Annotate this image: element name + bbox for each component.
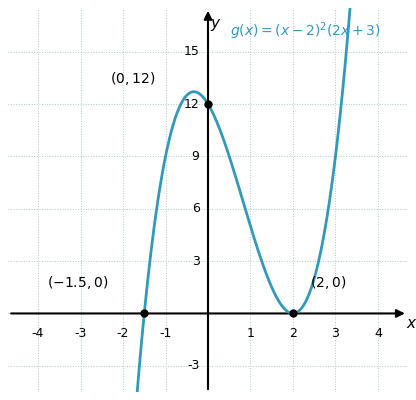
Text: 6: 6 [192,202,200,215]
Text: -1: -1 [159,328,172,340]
Text: $(2, 0)$: $(2, 0)$ [310,274,347,291]
Text: 9: 9 [192,150,200,163]
Text: $x$: $x$ [406,316,416,330]
Text: $(-1.5, 0)$: $(-1.5, 0)$ [47,274,108,291]
Text: -3: -3 [187,359,200,372]
Text: 12: 12 [184,98,200,110]
Text: 15: 15 [183,45,200,58]
Text: -4: -4 [32,328,44,340]
Text: 1: 1 [247,328,255,340]
Text: -3: -3 [74,328,87,340]
Text: 3: 3 [332,328,339,340]
Text: -2: -2 [117,328,129,340]
Text: 4: 4 [374,328,382,340]
Text: 3: 3 [192,254,200,268]
Text: $y$: $y$ [210,17,221,33]
Text: $(0, 12)$: $(0, 12)$ [110,70,156,86]
Text: $g(x) = (x-2)^2(2x+3)$: $g(x) = (x-2)^2(2x+3)$ [230,20,381,42]
Text: 2: 2 [289,328,297,340]
